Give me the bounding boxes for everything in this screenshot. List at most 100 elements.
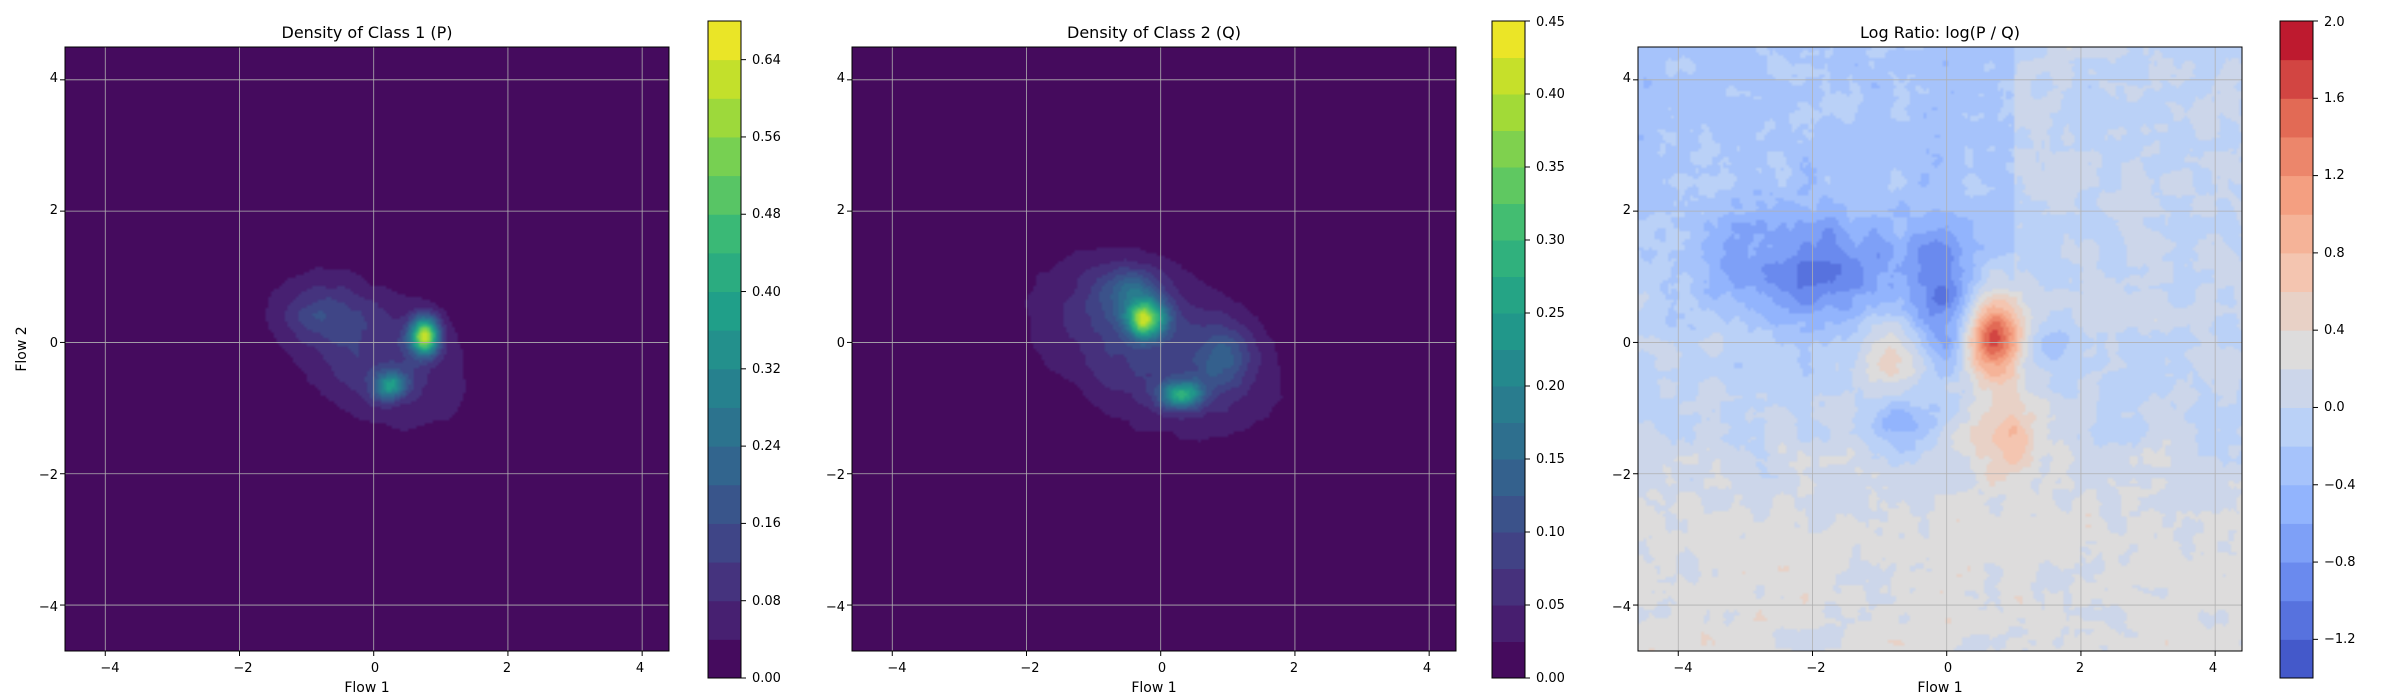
colorbar-band (1492, 203, 1525, 241)
panel-2-ytick-label: −2 (826, 468, 845, 483)
panel-2-colorbar-tick-label: 0.05 (1536, 598, 1565, 613)
colorbar-band (2280, 368, 2313, 408)
colorbar-band (1492, 386, 1525, 423)
panel-2-xtick-label: 4 (1423, 661, 1431, 676)
panel-1-grid (65, 47, 669, 651)
colorbar-band (1492, 240, 1525, 277)
colorbar-band (1492, 641, 1525, 679)
colorbar-band (2280, 523, 2313, 563)
colorbar-band (708, 562, 741, 602)
panel-1-density-image (65, 47, 669, 651)
panel-2-colorbar-tick-label: 0.10 (1536, 525, 1565, 540)
colorbar-band (2280, 639, 2313, 679)
panel-2-ytick-label: 2 (837, 203, 845, 218)
colorbar-band (2280, 484, 2313, 524)
panel-1-colorbar-tick-label: 0.48 (752, 207, 781, 222)
colorbar-band (708, 523, 741, 563)
colorbar-band (1492, 94, 1525, 131)
panel-1-colorbar-tick-label: 0.56 (752, 130, 781, 145)
colorbar-band (2280, 59, 2313, 99)
panel-3-xtick-label: 2 (2076, 661, 2084, 676)
colorbar-band (1492, 130, 1525, 168)
colorbar-band (2280, 136, 2313, 177)
panel-1-xtick-label: −2 (233, 661, 252, 676)
panel-1-xtick-label: 0 (371, 661, 379, 676)
panel-3-colorbar-tick-label: 2.0 (2324, 15, 2345, 30)
colorbar-band (1492, 21, 1525, 58)
colorbar-band (2280, 98, 2313, 138)
panel-3-ticks (1633, 79, 2216, 656)
colorbar-band (1492, 276, 1525, 314)
panel-3-ytick-label: 4 (1623, 71, 1631, 86)
panel-3-log-ratio-image (1638, 47, 2242, 651)
panel-1-colorbar-tick-label: 0.08 (752, 594, 781, 609)
panel-3-xtick-label: 0 (1944, 661, 1952, 676)
panel-1-colorbar-tick-label: 0.16 (752, 516, 781, 531)
colorbar-band (708, 98, 741, 138)
panel-2-title: Density of Class 2 (Q) (1067, 23, 1241, 42)
colorbar-band (2280, 175, 2313, 215)
panel-3-colorbar-tick-label: −0.8 (2324, 555, 2356, 570)
colorbar-band (2280, 21, 2313, 61)
panel-3-colorbar-tick-label: 0.4 (2324, 323, 2345, 338)
panel-2: Density of Class 2 (Q) −4 −2 0 2 4 4 2 0… (826, 15, 1565, 696)
colorbar-band (1492, 459, 1525, 496)
panel-3-grid (1638, 47, 2242, 651)
colorbar-band (2280, 446, 2313, 486)
panel-2-ytick-label: −4 (826, 600, 845, 615)
panel-1-colorbar-tick-label: 0.32 (752, 362, 781, 377)
colorbar-band (708, 639, 741, 679)
panel-3-colorbar-tick-label: 1.2 (2324, 168, 2345, 183)
panel-1-colorbar-tick-label: 0.24 (752, 439, 781, 454)
panel-3-xlabel: Flow 1 (1917, 680, 1962, 696)
colorbar-band (2280, 252, 2313, 293)
panel-3-colorbar (2280, 21, 2313, 679)
colorbar-band (1492, 349, 1525, 387)
panel-2-xtick-label: −4 (887, 661, 906, 676)
panel-3-ytick-label: −2 (1612, 468, 1631, 483)
panel-1-xlabel: Flow 1 (344, 680, 389, 696)
panel-3-colorbar-tick-label: −1.2 (2324, 632, 2356, 647)
panel-2-ytick-label: 4 (837, 71, 845, 86)
panel-2-colorbar-tick-label: 0.00 (1536, 671, 1565, 686)
panel-1-ticks (60, 79, 643, 656)
panel-3-xtick-label: 4 (2209, 661, 2217, 676)
colorbar-band (708, 136, 741, 177)
panel-1-ytick-label: 2 (50, 203, 58, 218)
colorbar-band (2280, 291, 2313, 331)
panel-2-colorbar-tick-label: 0.45 (1536, 15, 1565, 30)
panel-2-xtick-label: 2 (1290, 661, 1298, 676)
panel-3-colorbar-tick-label: 0.8 (2324, 246, 2345, 261)
colorbar-band (2280, 407, 2313, 447)
panel-1-colorbar-tick-label: 0.40 (752, 285, 781, 300)
colorbar-band (2280, 600, 2313, 640)
colorbar-band (1492, 422, 1525, 460)
panel-2-colorbar-tick-label: 0.15 (1536, 452, 1565, 467)
colorbar-band (1492, 568, 1525, 606)
panel-3-colorbar-tick-label: −0.4 (2324, 478, 2356, 493)
panel-2-colorbar-tick-label: 0.30 (1536, 233, 1565, 248)
panel-2-colorbar (1492, 21, 1525, 679)
colorbar-band (1492, 313, 1525, 350)
panel-3-ytick-label: −4 (1612, 600, 1631, 615)
panel-1-ytick-label: −4 (39, 600, 58, 615)
colorbar-band (708, 330, 741, 370)
colorbar-band (708, 291, 741, 331)
panel-2-colorbar-tick-label: 0.35 (1536, 160, 1565, 175)
panel-1-xtick-label: 4 (636, 661, 644, 676)
panel-3-title: Log Ratio: log(P / Q) (1860, 23, 2020, 42)
panel-3-ytick-label: 0 (1623, 336, 1631, 351)
colorbar-band (708, 407, 741, 447)
colorbar-band (2280, 214, 2313, 254)
panel-2-xtick-label: −2 (1020, 661, 1039, 676)
colorbar-band (708, 175, 741, 215)
panel-1-ytick-label: 0 (50, 336, 58, 351)
panel-1-ytick-label: 4 (50, 71, 58, 86)
panel-3-xtick-label: −2 (1806, 661, 1825, 676)
panel-3: Log Ratio: log(P / Q) −4 −2 0 2 4 4 2 0 … (1612, 15, 2356, 696)
colorbar-band (2280, 562, 2313, 602)
colorbar-band (708, 21, 741, 61)
colorbar-band (708, 446, 741, 486)
panel-1-colorbar-tick-label: 0.64 (752, 53, 781, 68)
panel-2-colorbar-tick-label: 0.40 (1536, 87, 1565, 102)
